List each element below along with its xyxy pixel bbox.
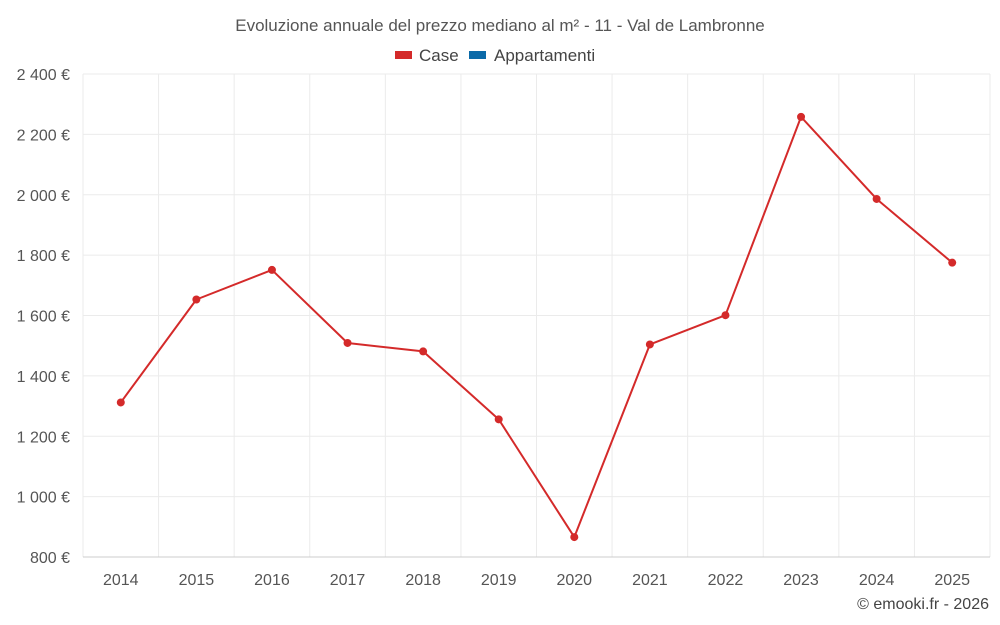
x-tick-label: 2014 — [103, 572, 139, 589]
data-point-2018[interactable] — [419, 347, 428, 356]
data-point-2021[interactable] — [645, 340, 654, 349]
x-tick-label: 2016 — [254, 572, 290, 589]
y-tick-label: 2 000 € — [17, 188, 70, 205]
data-point-2023[interactable] — [797, 112, 806, 121]
x-axis: 2014 2015 2016 2017 2018 2019 2020 2021 2022 2023… — [83, 556, 990, 589]
data-point-2014[interactable] — [116, 398, 125, 407]
y-tick-label: 1 400 € — [17, 369, 70, 386]
data-point-2024[interactable] — [872, 194, 881, 203]
series-case — [116, 112, 957, 542]
x-tick-label: 2018 — [405, 572, 441, 589]
y-tick-label: 2 200 € — [17, 127, 70, 144]
y-tick-label: 1 200 € — [17, 429, 70, 446]
data-point-2015[interactable] — [192, 295, 201, 304]
data-point-2019[interactable] — [494, 415, 503, 424]
y-tick-label: 1 000 € — [17, 490, 70, 507]
legend: Case Appartamenti — [395, 46, 595, 65]
x-tick-label: 2023 — [783, 572, 819, 589]
x-tick-label: 2024 — [859, 572, 895, 589]
y-tick-label: 1 600 € — [17, 309, 70, 326]
data-point-2017[interactable] — [343, 338, 352, 347]
data-point-2022[interactable] — [721, 311, 730, 320]
data-point-2016[interactable] — [267, 265, 276, 274]
chart-title: Evoluzione annuale del prezzo mediano al… — [235, 16, 765, 35]
legend-item-appartamenti[interactable]: Appartamenti — [469, 46, 595, 65]
legend-label-case: Case — [419, 46, 459, 65]
x-tick-label: 2020 — [556, 572, 592, 589]
y-tick-label: 1 800 € — [17, 248, 70, 265]
y-tick-label: 2 400 € — [17, 67, 70, 84]
x-tick-label: 2015 — [179, 572, 215, 589]
x-tick-label: 2025 — [934, 572, 970, 589]
y-axis: 800 € 1 000 € 1 200 € 1 400 € 1 600 € 1 800 €… — [17, 67, 70, 567]
credit-text: © emooki.fr - 2026 — [857, 596, 989, 613]
y-tick-label: 800 € — [30, 550, 70, 567]
data-point-2025[interactable] — [948, 258, 957, 267]
legend-swatch-case — [395, 51, 412, 59]
x-tick-label: 2021 — [632, 572, 668, 589]
x-tick-label: 2019 — [481, 572, 517, 589]
legend-swatch-appartamenti — [469, 51, 486, 59]
x-tick-label: 2017 — [330, 572, 366, 589]
x-tick-label: 2022 — [708, 572, 744, 589]
legend-label-appartamenti: Appartamenti — [494, 46, 595, 65]
data-point-2020[interactable] — [570, 533, 579, 542]
grid — [82, 73, 991, 557]
legend-item-case[interactable]: Case — [395, 46, 459, 65]
series-line-case — [119, 115, 953, 539]
